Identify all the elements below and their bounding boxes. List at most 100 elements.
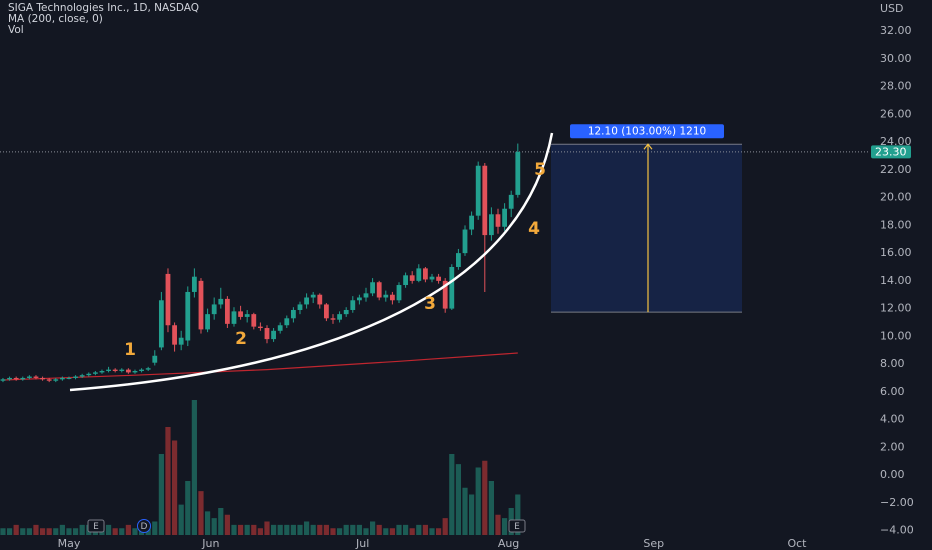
candle-body [310,294,316,298]
volume-bar [495,514,501,535]
volume-bar [158,454,164,535]
candle-body [304,297,309,305]
candle-body [46,379,52,381]
candle-body [7,377,12,380]
candle-body [40,377,45,380]
volume-bar [356,524,362,535]
candle-body [119,369,125,372]
position-label: 12.10 (103.00%) 1210 [588,126,706,138]
candle-body [429,276,435,280]
candle-body [455,253,461,267]
volume-bar [389,528,395,535]
candle-body [442,280,448,309]
y-tick-label: 30.00 [880,52,912,65]
candle-body [178,337,184,345]
volume-bar [442,518,448,535]
volume-bar [119,528,125,535]
volume-bar [185,481,191,535]
curve-drawing [69,132,554,392]
volume-bar [112,528,118,535]
candle-body [489,214,494,236]
back-layer: 12.10 (103.00%) 1210 [551,124,742,313]
candle-body [469,215,474,230]
candle-body [224,298,230,324]
y-tick-label: −4.00 [880,524,914,537]
position-range [551,144,742,313]
candle-body [396,285,402,301]
y-tick-label: 22.00 [880,163,912,176]
volume-bar [46,528,52,535]
earnings-marker[interactable] [508,519,526,533]
candle-body [244,314,250,317]
volume-bar [152,521,158,535]
volume-bar [277,524,283,535]
candle-body [389,294,395,301]
event-label: D [141,522,148,532]
candle-body [86,373,92,376]
volume-bar [72,528,79,535]
x-tick-label: Jun [201,537,219,550]
last-price-box [871,145,911,159]
wave-label: 1 [124,340,136,360]
volume-bar [39,528,46,535]
volume-bar [264,521,270,535]
candle-body [495,214,501,227]
wave-label: 2 [235,329,247,349]
candle-body [376,282,382,298]
candle-body [13,377,19,380]
main-layer [0,143,870,535]
candle-body [125,369,131,373]
candle-body [330,318,336,320]
candle-body [508,194,514,209]
volume-bar [317,524,323,535]
candle-body [515,151,521,195]
x-tick-label: Jul [355,537,369,550]
volume-bar [284,524,290,535]
volume-bar [343,524,349,535]
candle-body [106,369,111,372]
candle-body [271,330,276,340]
candle-body [139,369,144,372]
volume-bar [369,521,376,535]
candle-body [356,297,362,301]
indicator-label: MA (200, close, 0) [8,13,103,25]
y-tick-label: 4.00 [880,413,905,426]
y-tick-label: 6.00 [880,385,905,398]
volume-bar [270,524,277,535]
candle-body [26,376,32,378]
candle-body [370,282,375,294]
volume-bar [336,528,343,535]
candle-body [350,300,356,310]
candle-body [152,355,158,363]
y-tick-label: 14.00 [880,274,912,287]
dividend-marker[interactable] [137,519,151,533]
currency-label: USD [880,2,904,15]
volume-bar [376,524,382,535]
wave-label: 3 [424,294,436,314]
position-arrowhead [643,143,653,150]
y-tick-label: 0.00 [880,468,905,481]
candle-body [436,276,441,281]
event-label: E [93,522,99,532]
volume-bar [178,504,184,535]
volume-bar [198,491,204,535]
volume-bar [79,524,85,535]
candle-body [53,379,59,381]
candle-body [475,165,481,216]
volume-bar [224,514,230,535]
volume-bar [482,460,488,535]
volume-bar [13,524,19,535]
candle-body [422,268,428,280]
y-tick-label: 26.00 [880,107,912,120]
volume-bar [105,524,112,535]
volume-bar [251,524,257,535]
earnings-marker[interactable] [87,519,105,533]
volume-bar [435,528,442,535]
volume-bar [20,528,26,535]
volume-bar [409,528,415,535]
volume-bar [211,518,217,535]
candle-body [79,375,85,377]
candle-body [409,275,415,281]
volume-bar [303,521,310,535]
